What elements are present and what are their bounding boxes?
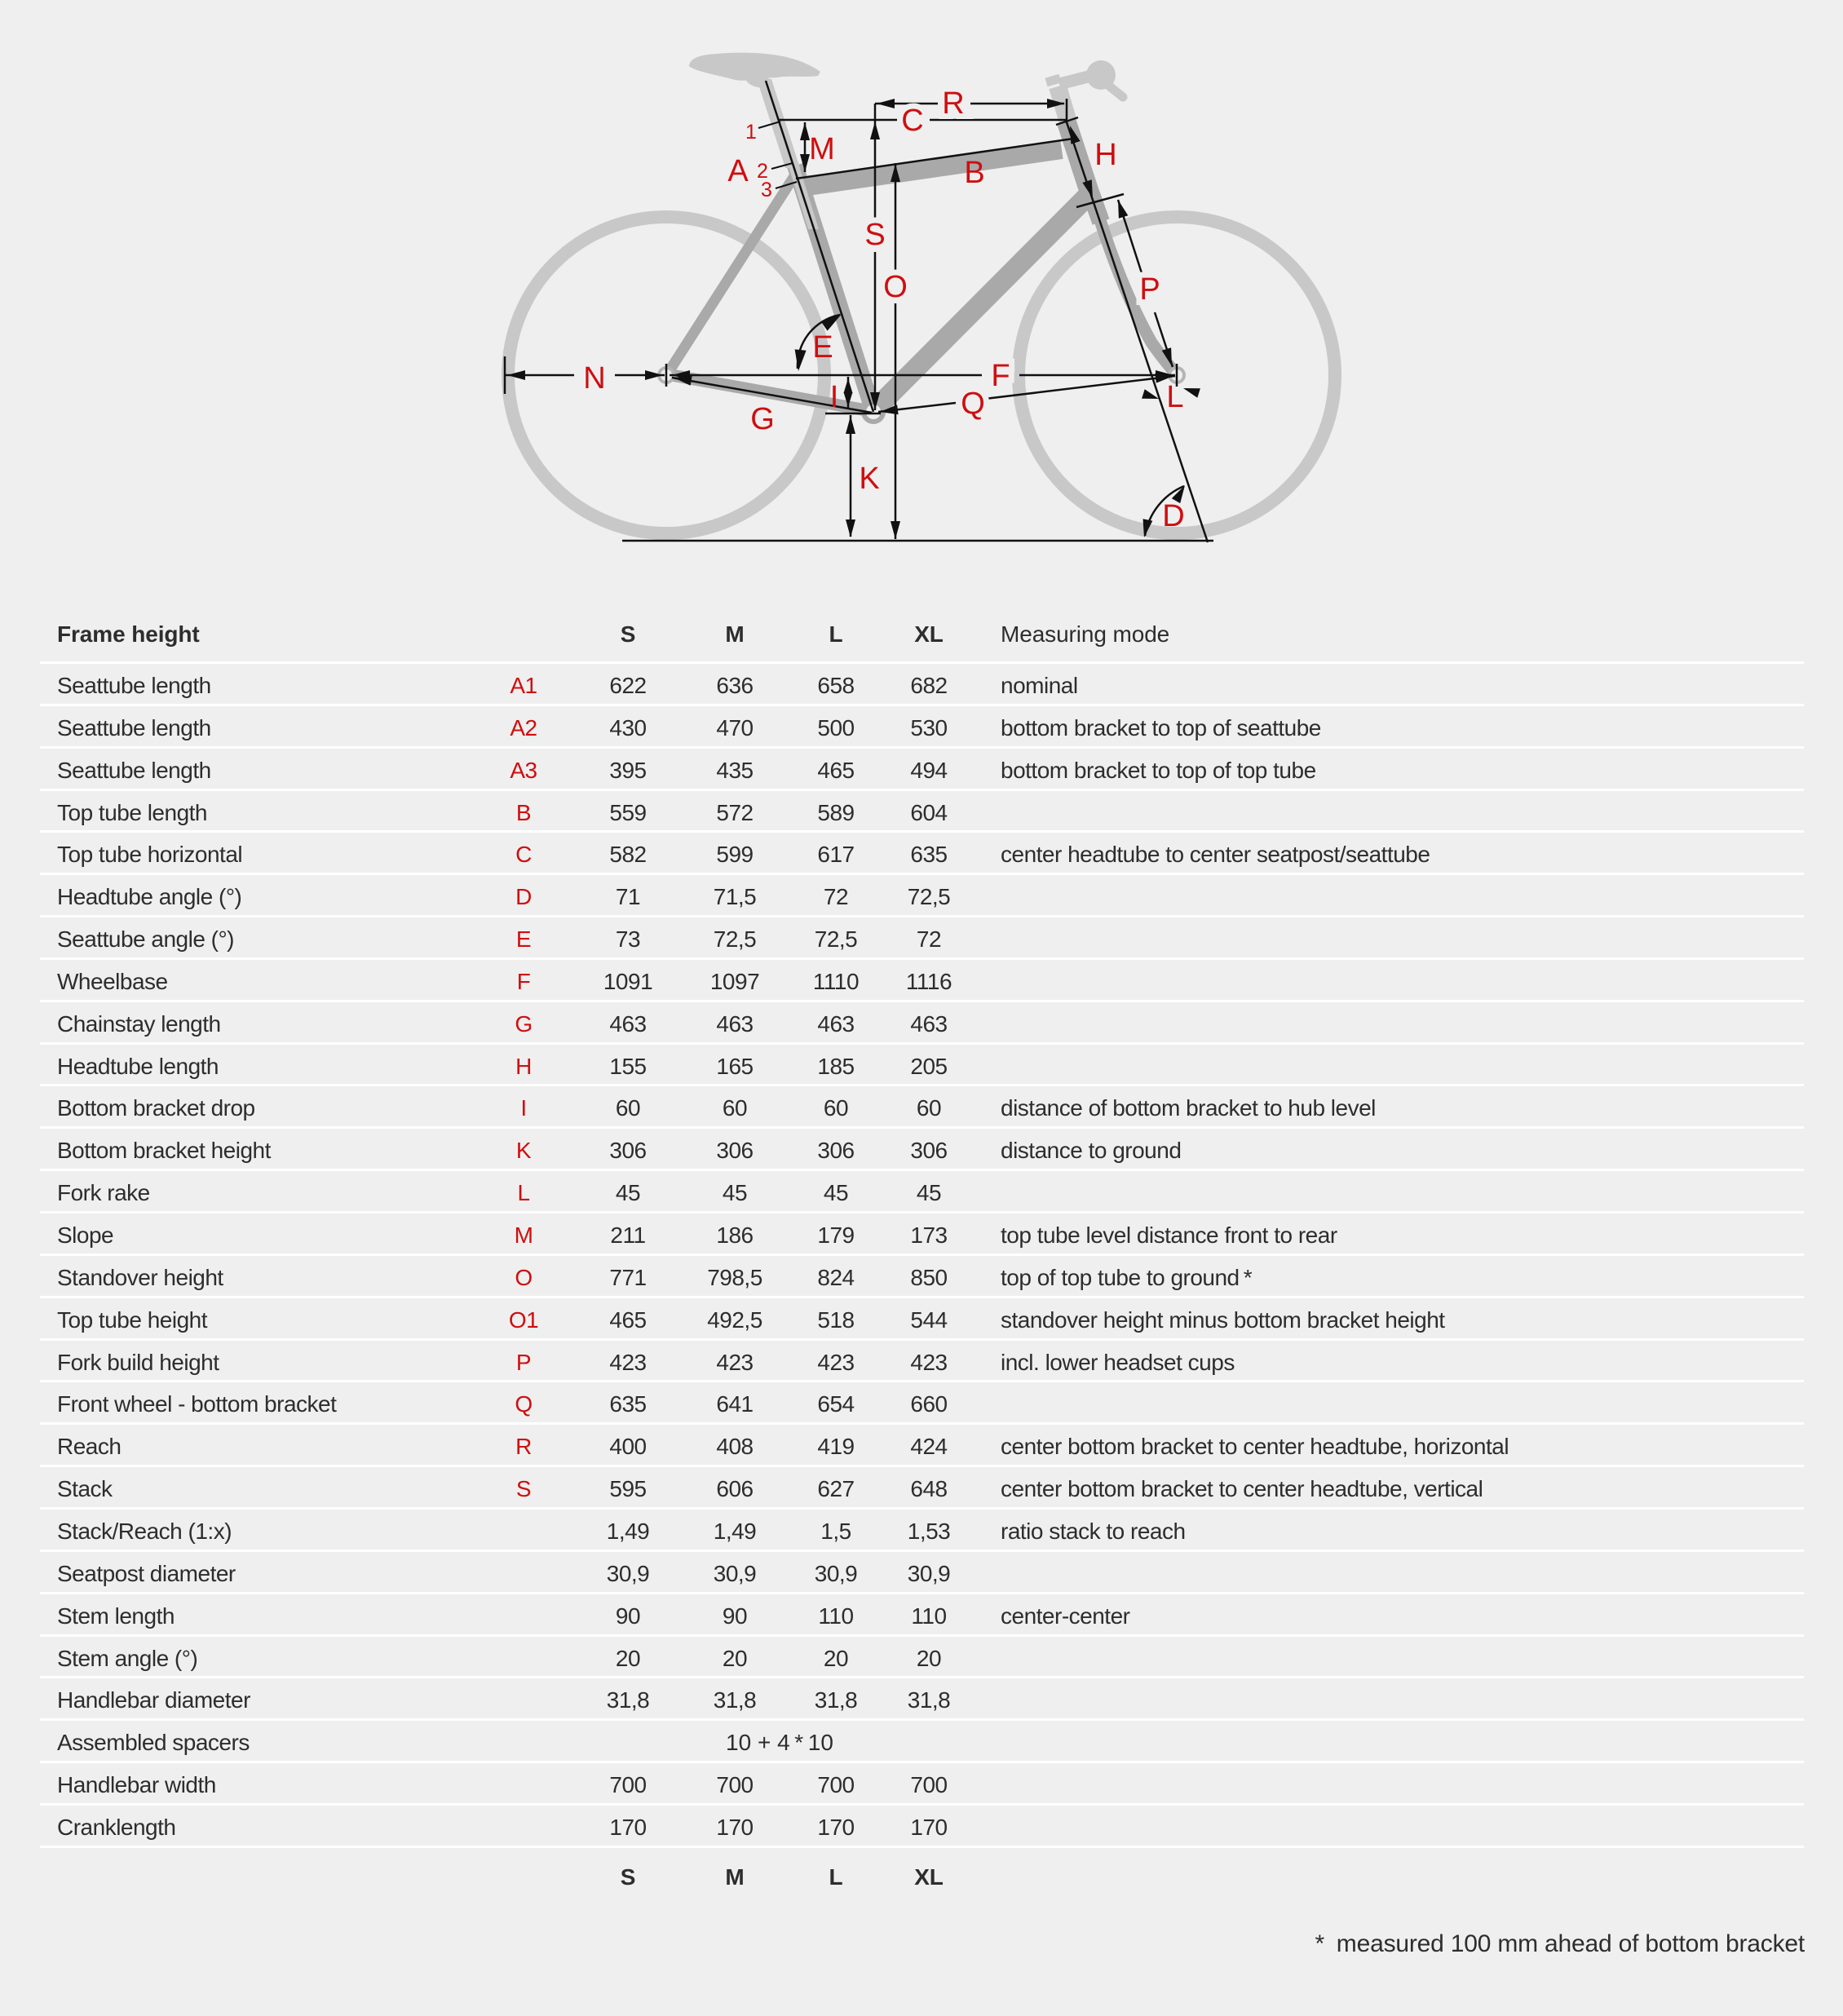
svg-text:1: 1 (745, 121, 757, 144)
svg-text:O: O (883, 270, 908, 304)
svg-text:P: P (1139, 272, 1160, 307)
svg-text:Q: Q (961, 387, 985, 421)
svg-text:K: K (859, 462, 879, 496)
svg-text:G: G (750, 402, 775, 436)
svg-text:R: R (942, 86, 964, 121)
svg-text:A: A (727, 154, 749, 188)
svg-text:I: I (830, 380, 839, 414)
svg-text:3: 3 (761, 179, 772, 201)
svg-text:C: C (901, 104, 923, 138)
svg-text:Q: Q (961, 387, 985, 421)
svg-text:O: O (883, 270, 908, 304)
svg-text:D: D (1162, 499, 1184, 533)
svg-text:B: B (964, 156, 984, 190)
svg-text:S: S (864, 218, 885, 252)
svg-text:E: E (812, 330, 833, 365)
svg-text:2: 2 (757, 160, 768, 183)
svg-text:M: M (809, 132, 835, 166)
svg-text:L: L (1166, 380, 1183, 414)
svg-text:N: N (583, 361, 605, 396)
svg-text:F: F (991, 359, 1010, 393)
svg-text:H: H (1094, 138, 1116, 172)
